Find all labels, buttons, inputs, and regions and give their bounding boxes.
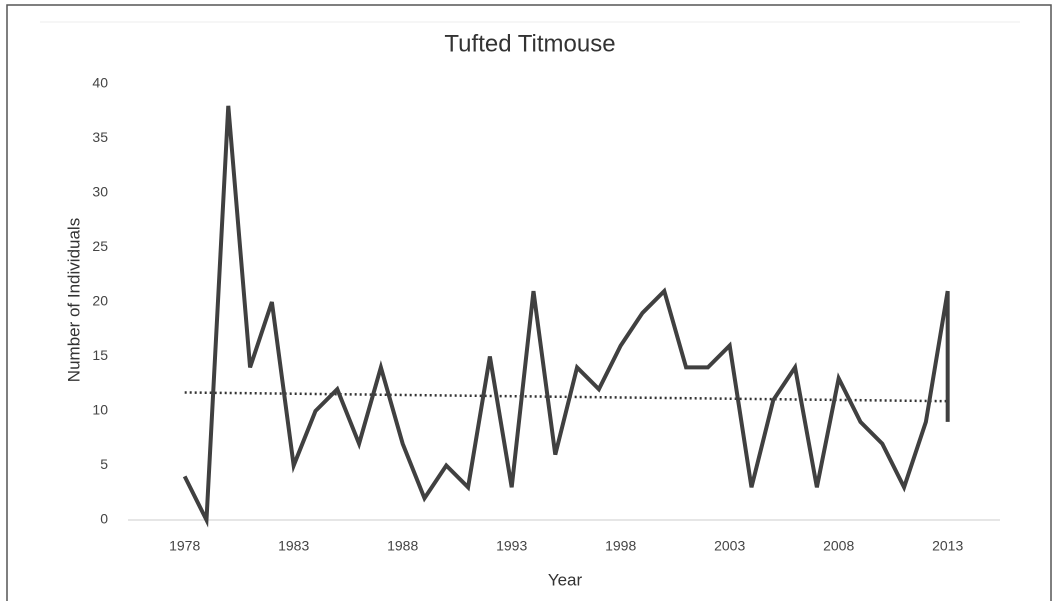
data-line — [182, 105, 950, 528]
x-axis-title: Year — [548, 570, 583, 589]
x-tick-label: 1988 — [387, 538, 418, 554]
x-tick-label: 2003 — [714, 538, 745, 554]
y-tick-label: 10 — [92, 402, 108, 418]
x-tick-label: 1983 — [278, 538, 309, 554]
y-tick-label: 0 — [100, 511, 108, 527]
trend-line — [184, 391, 948, 403]
y-axis-title: Number of Individuals — [64, 218, 83, 382]
x-tick-label: 2008 — [823, 538, 854, 554]
y-tick-label: 35 — [92, 129, 108, 145]
y-tick-label: 5 — [100, 456, 108, 472]
y-tick-label: 15 — [92, 347, 108, 363]
y-tick-label: 40 — [92, 75, 108, 91]
x-tick-label: 2013 — [932, 538, 963, 554]
chart-title: Tufted Titmouse — [444, 30, 615, 57]
frame — [6, 4, 1052, 601]
x-tick-label: 1993 — [496, 538, 527, 554]
y-tick-label: 25 — [92, 238, 108, 254]
x-tick-label: 1978 — [169, 538, 200, 554]
y-tick-label: 30 — [92, 184, 108, 200]
x-tick-label: 1998 — [605, 538, 636, 554]
y-tick-label: 20 — [92, 293, 108, 309]
